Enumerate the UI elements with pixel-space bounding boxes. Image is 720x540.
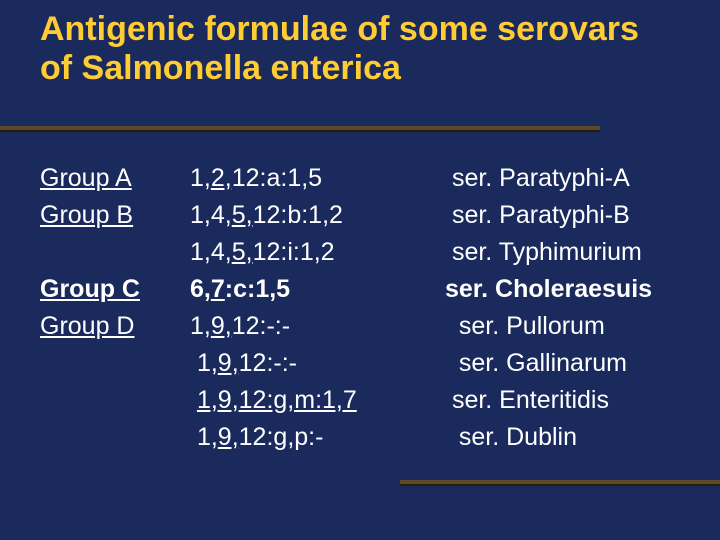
divider-top <box>0 126 600 130</box>
group-cell <box>40 234 190 271</box>
table-row: 1,9,12:g,p:- ser. Dublin <box>40 419 690 456</box>
group-cell: Group C <box>40 271 190 308</box>
formula-cell: 1,9,12:-:- <box>190 345 445 382</box>
serovar-cell: ser. Choleraesuis <box>445 271 690 308</box>
table-row: 1,9,12:g,m:1,7 ser. Enteritidis <box>40 382 690 419</box>
serovar-cell: ser. Paratyphi-A <box>445 160 690 197</box>
formula-cell: 1,9,12:g,m:1,7 <box>190 382 445 419</box>
group-cell <box>40 345 190 382</box>
serovar-cell: ser. Paratyphi-B <box>445 197 690 234</box>
divider-bottom <box>400 480 720 484</box>
group-cell: Group D <box>40 308 190 345</box>
formula-cell: 1,4,5,12:b:1,2 <box>190 197 445 234</box>
formula-cell: 6,7:c:1,5 <box>190 271 445 308</box>
table-row: Group A1,2,12:a:1,5 ser. Paratyphi-A <box>40 160 690 197</box>
serovar-cell: ser. Typhimurium <box>445 234 690 271</box>
table-row: Group C6,7:c:1,5ser. Choleraesuis <box>40 271 690 308</box>
group-cell: Group B <box>40 197 190 234</box>
serovar-cell: ser. Pullorum <box>445 308 690 345</box>
formula-cell: 1,9,12:-:- <box>190 308 445 345</box>
slide-title: Antigenic formulae of some serovars of S… <box>40 10 680 88</box>
table-row: Group D1,9,12:-:- ser. Pullorum <box>40 308 690 345</box>
slide: Antigenic formulae of some serovars of S… <box>0 0 720 126</box>
table-row: 1,9,12:-:- ser. Gallinarum <box>40 345 690 382</box>
group-cell: Group A <box>40 160 190 197</box>
serovar-cell: ser. Gallinarum <box>445 345 690 382</box>
serovar-cell: ser. Enteritidis <box>445 382 690 419</box>
serovar-cell: ser. Dublin <box>445 419 690 456</box>
table-row: Group B1,4,5,12:b:1,2 ser. Paratyphi-B <box>40 197 690 234</box>
formula-cell: 1,4,5,12:i:1,2 <box>190 234 445 271</box>
group-cell <box>40 419 190 456</box>
formula-cell: 1,2,12:a:1,5 <box>190 160 445 197</box>
content-table: Group A1,2,12:a:1,5 ser. Paratyphi-AGrou… <box>40 160 690 456</box>
group-cell <box>40 382 190 419</box>
table-row: 1,4,5,12:i:1,2 ser. Typhimurium <box>40 234 690 271</box>
formula-cell: 1,9,12:g,p:- <box>190 419 445 456</box>
